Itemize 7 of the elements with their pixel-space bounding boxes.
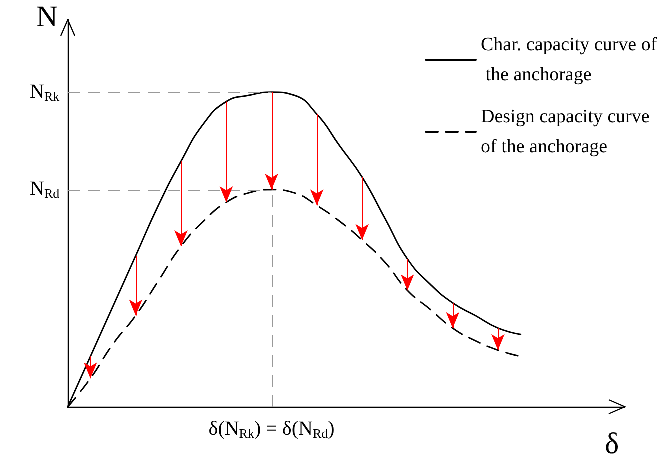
ref-line-label: N$_{Rk}$: [30, 80, 60, 104]
y-axis-title: N: [36, 0, 58, 34]
legend-label: Design capacity curve of the anchorage: [481, 106, 655, 158]
legend-label: Char. capacity curve of the anchorage: [481, 34, 658, 86]
text: δ(N$_{Rk}$) = δ(N$_{Rd}$): [208, 418, 335, 441]
ref-line-label: N$_{Rd}$: [30, 178, 60, 202]
x-axis-title: δ: [605, 428, 620, 459]
